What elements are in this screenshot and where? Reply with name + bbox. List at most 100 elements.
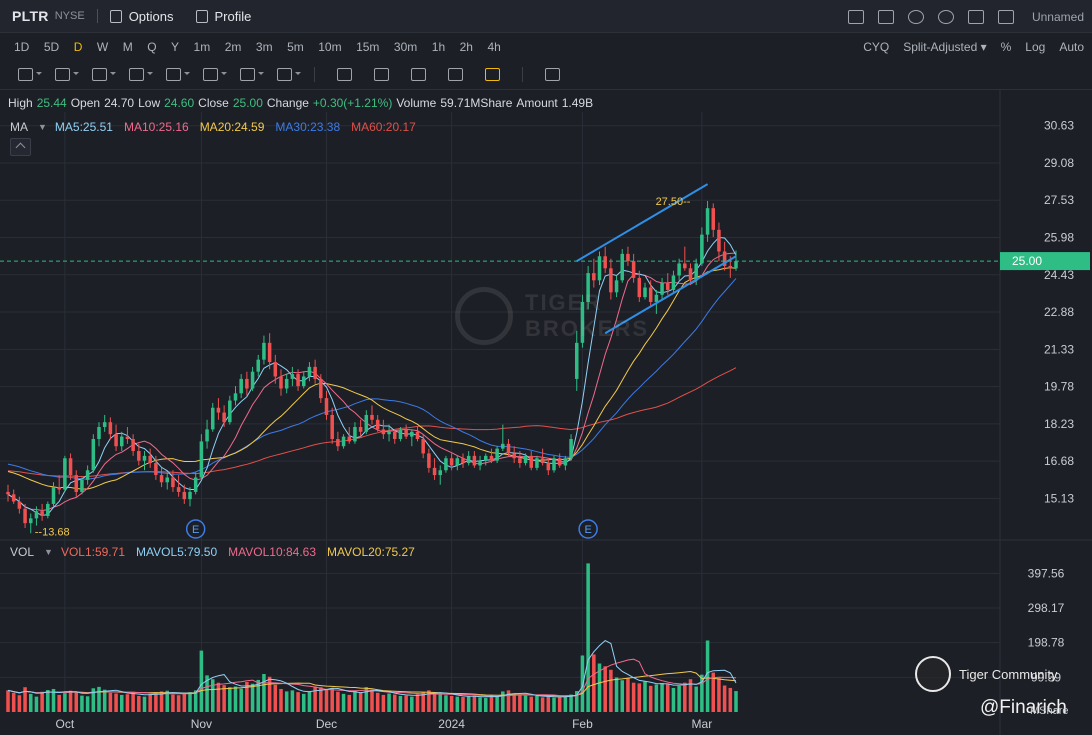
candle-body <box>597 256 602 281</box>
candle-body <box>592 273 596 281</box>
candle-body <box>245 378 249 389</box>
period-d[interactable]: D <box>73 39 83 54</box>
period-1h[interactable]: 1h <box>431 39 446 54</box>
profile-link[interactable]: Profile <box>195 9 251 24</box>
volume-bar <box>119 694 124 712</box>
volume-bar <box>154 692 158 712</box>
draw-icon[interactable] <box>877 9 894 24</box>
fullscreen-icon[interactable] <box>967 9 984 24</box>
drawing-toolbar <box>0 60 1092 90</box>
volume-bar <box>535 695 539 712</box>
candle-body <box>438 470 443 476</box>
toolbar-divider <box>522 67 523 82</box>
period-5m[interactable]: 5m <box>287 39 304 54</box>
candle-body <box>142 455 147 461</box>
vol-legend[interactable]: VOL ▼ VOL1:59.71 MAVOL5:79.50 MAVOL10:84.63… <box>10 544 426 560</box>
date-tick-label: 2024 <box>438 717 465 731</box>
volume-bar <box>40 691 44 712</box>
volume-bar <box>506 690 511 712</box>
volume-bar <box>341 693 346 712</box>
vol-legend-caret-icon[interactable]: ▼ <box>44 547 53 557</box>
candle-body <box>34 511 39 519</box>
period-3m[interactable]: 3m <box>255 39 273 54</box>
chart-option-1[interactable]: Split-Adjusted ▾ <box>903 39 987 54</box>
period-selector: 1D 5D D W M Q Y 1m 2m 3m 5m 10m 15m 30m 1h 2h 4h <box>0 33 1092 60</box>
trash-icon[interactable] <box>545 68 560 81</box>
pattern-tool-icon[interactable] <box>277 68 301 81</box>
rectangle-tool-icon[interactable] <box>55 68 79 81</box>
date-tick-label: Oct <box>56 717 75 731</box>
open-label: Open <box>70 96 101 110</box>
label-tool-icon[interactable] <box>240 68 264 81</box>
chart-option-4[interactable]: Auto <box>1059 39 1084 54</box>
period-2h[interactable]: 2h <box>459 39 473 54</box>
candle-body <box>677 263 681 276</box>
period-q[interactable]: Q <box>147 39 157 54</box>
chart-options: CYQ Split-Adjusted ▾% Log Auto <box>849 33 1084 60</box>
pen-icon[interactable] <box>337 68 352 81</box>
volume-bar <box>102 689 107 712</box>
period-15m[interactable]: 15m <box>356 39 380 54</box>
text-tool-icon[interactable] <box>203 68 227 81</box>
ticker-symbol[interactable]: PLTR <box>12 8 49 24</box>
chart-style-icon[interactable] <box>847 9 864 24</box>
ma-item-3: MA30:23.38 <box>275 120 341 134</box>
author-handle: @Finarich <box>980 697 1067 718</box>
candle-body <box>700 234 704 264</box>
wave-tool-icon[interactable] <box>92 68 116 81</box>
period-30m[interactable]: 30m <box>393 39 418 54</box>
options-link[interactable]: Options <box>109 9 174 24</box>
volume-bar <box>324 688 329 712</box>
volume-bar <box>358 692 363 712</box>
lock-icon[interactable] <box>374 68 389 81</box>
grid-layout-icon[interactable] <box>997 9 1014 24</box>
line-tool-icon[interactable] <box>18 68 42 81</box>
candle-body <box>563 458 568 466</box>
refresh-icon[interactable] <box>907 9 924 24</box>
object-tree-icon[interactable] <box>485 68 500 81</box>
volume-bar <box>683 682 687 712</box>
volume-bar <box>80 695 84 712</box>
gear-icon[interactable] <box>937 9 954 24</box>
candle-body <box>319 378 323 399</box>
low-value: 24.60 <box>164 96 195 110</box>
price-tick-label: 19.78 <box>1044 380 1074 394</box>
chart-option-2[interactable]: % <box>1000 39 1012 54</box>
eye-icon[interactable] <box>411 68 426 81</box>
period-y[interactable]: Y <box>171 39 180 54</box>
volume-bar <box>6 690 10 712</box>
period-2m[interactable]: 2m <box>224 39 242 54</box>
collapse-indicator-button[interactable] <box>10 138 31 156</box>
period-1m[interactable]: 1m <box>193 39 211 54</box>
chart-option-0[interactable]: CYQ <box>863 39 890 54</box>
period-1d[interactable]: 1D <box>14 39 30 54</box>
exchange-label: NYSE <box>54 10 85 22</box>
volume-bar <box>137 695 141 712</box>
high-value: 25.44 <box>36 96 67 110</box>
volume-bar <box>182 693 187 712</box>
arrow-tool-icon[interactable] <box>166 68 190 81</box>
period-m[interactable]: M <box>122 39 133 54</box>
toolbar-divider <box>314 67 315 82</box>
period-w[interactable]: W <box>96 39 109 54</box>
candle-body <box>171 477 175 488</box>
channel-upper-line <box>576 183 709 262</box>
period-5d[interactable]: 5D <box>43 39 60 54</box>
magnet-icon[interactable] <box>448 68 463 81</box>
ma-legend[interactable]: MA ▼ MA5:25.51 MA10:25.16 MA20:24.59 MA30:23… <box>10 119 427 135</box>
period-4h[interactable]: 4h <box>487 39 501 54</box>
chart-option-3[interactable]: Log <box>1025 39 1046 54</box>
fib-tool-icon[interactable] <box>129 68 153 81</box>
profile-icon <box>195 9 208 23</box>
amount-label: Amount <box>516 96 558 110</box>
period-10m[interactable]: 10m <box>318 39 342 54</box>
volume-bar <box>171 694 175 712</box>
candle-body <box>643 287 647 298</box>
volume-bar <box>483 698 488 712</box>
ma-legend-caret-icon[interactable]: ▼ <box>38 122 47 132</box>
earnings-event-label: E <box>584 524 591 536</box>
volume-bar <box>347 694 352 712</box>
candle-body <box>239 378 243 394</box>
layout-name-select[interactable]: Unnamed <box>1031 9 1084 24</box>
